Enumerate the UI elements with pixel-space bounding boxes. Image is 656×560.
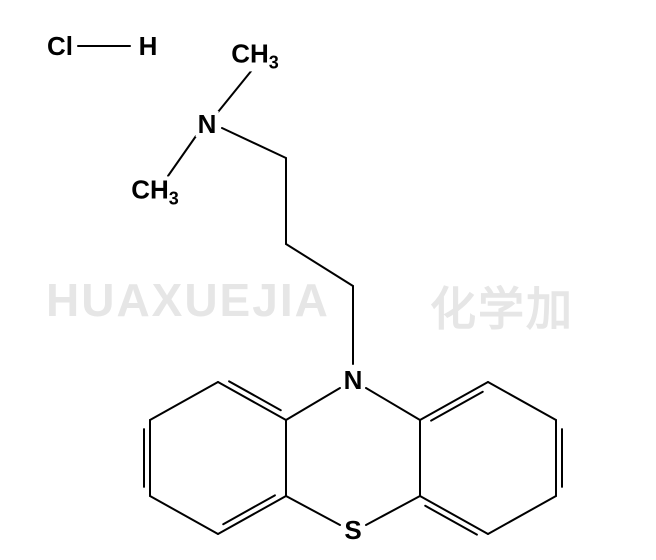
atom-N1: N	[196, 111, 219, 137]
molecule-canvas: HUAXUEJIA 化学加 ClHCH3NCH3NS	[0, 0, 656, 560]
atom-S: S	[342, 517, 363, 543]
atom-H: H	[137, 33, 160, 59]
atom-CH3a: CH3	[229, 40, 281, 71]
atom-Cl: Cl	[45, 33, 75, 59]
atom-CH3b: CH3	[129, 176, 181, 207]
bond-layer	[0, 0, 656, 560]
atom-N2: N	[342, 367, 365, 393]
